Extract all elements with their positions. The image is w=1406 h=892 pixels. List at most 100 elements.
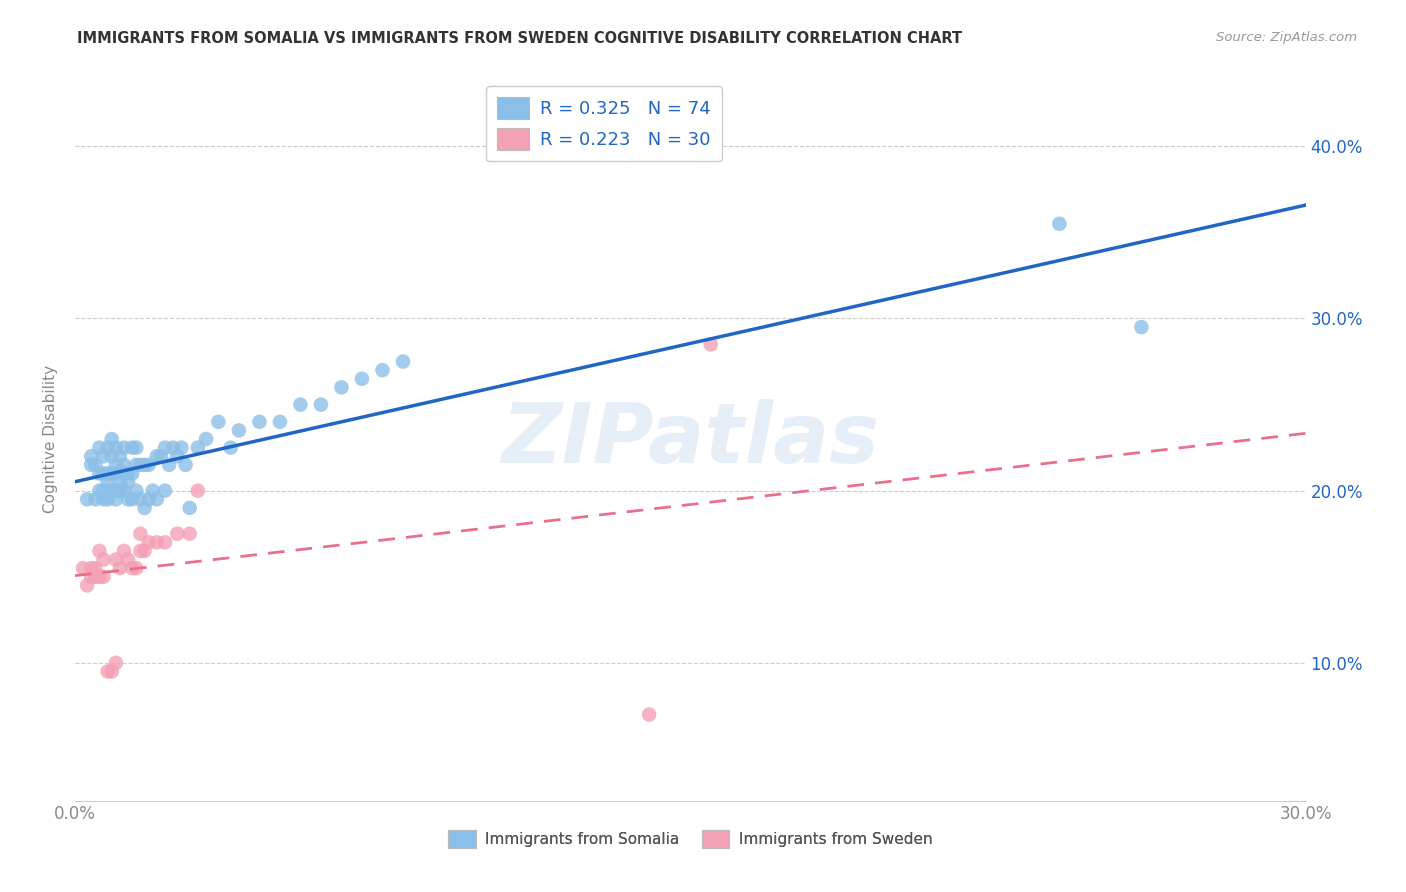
Point (117, 552, 139, 566)
Point (170, 441, 193, 455)
Point (125, 441, 148, 455)
Point (129, 526, 152, 541)
Point (112, 483, 135, 498)
Point (174, 458, 197, 472)
Point (125, 483, 148, 498)
Point (108, 449, 131, 463)
Point (112, 467, 135, 481)
Point (84, 561, 107, 575)
Point (153, 483, 176, 498)
Point (108, 483, 131, 498)
Point (112, 458, 135, 472)
Point (142, 483, 165, 498)
Point (104, 458, 127, 472)
Point (228, 424, 250, 438)
Point (80, 561, 103, 575)
Point (97, 475, 120, 489)
Point (80, 449, 103, 463)
Point (125, 561, 148, 575)
Point (392, 354, 415, 368)
Legend: Immigrants from Somalia, Immigrants from Sweden: Immigrants from Somalia, Immigrants from… (441, 823, 938, 855)
Point (80, 458, 103, 472)
Point (121, 467, 143, 481)
Point (121, 492, 143, 507)
Point (89, 483, 111, 498)
Point (97, 492, 120, 507)
Point (187, 483, 209, 498)
Point (89, 441, 111, 455)
Point (100, 665, 122, 679)
Point (97, 665, 120, 679)
Y-axis label: Cognitive Disability: Cognitive Disability (44, 365, 58, 513)
Point (179, 500, 201, 515)
Point (100, 432, 122, 446)
Point (93, 570, 115, 584)
Point (100, 449, 122, 463)
Point (84, 458, 107, 472)
Point (104, 656, 127, 670)
Point (269, 415, 291, 429)
Point (117, 467, 139, 481)
Point (117, 475, 139, 489)
Point (350, 372, 373, 386)
Point (146, 449, 169, 463)
Point (638, 707, 661, 722)
Point (179, 526, 201, 541)
Point (93, 449, 115, 463)
Point (112, 544, 135, 558)
Point (187, 441, 209, 455)
Point (157, 458, 180, 472)
Point (93, 552, 115, 566)
Point (166, 526, 188, 541)
Point (149, 449, 172, 463)
Point (330, 380, 353, 394)
Point (125, 458, 148, 472)
Point (290, 398, 312, 412)
Point (93, 492, 115, 507)
Point (134, 544, 156, 558)
Point (247, 415, 270, 429)
Point (104, 552, 127, 566)
Point (112, 441, 135, 455)
Point (371, 363, 394, 377)
Point (138, 458, 160, 472)
Point (93, 467, 115, 481)
Point (1047, 217, 1070, 231)
Point (89, 570, 111, 584)
Point (699, 337, 721, 351)
Point (100, 467, 122, 481)
Point (121, 561, 143, 575)
Point (121, 441, 143, 455)
Point (146, 535, 169, 549)
Point (97, 441, 120, 455)
Point (72, 561, 94, 575)
Point (219, 441, 242, 455)
Point (104, 483, 127, 498)
Point (117, 492, 139, 507)
Point (108, 561, 131, 575)
Point (162, 441, 184, 455)
Point (108, 475, 131, 489)
Point (138, 492, 160, 507)
Text: IMMIGRANTS FROM SOMALIA VS IMMIGRANTS FROM SWEDEN COGNITIVE DISABILITY CORRELATI: IMMIGRANTS FROM SOMALIA VS IMMIGRANTS FR… (77, 31, 963, 46)
Point (166, 449, 188, 463)
Point (104, 492, 127, 507)
Point (104, 467, 127, 481)
Point (153, 441, 176, 455)
Point (76, 492, 98, 507)
Point (207, 415, 229, 429)
Point (153, 535, 176, 549)
Point (89, 544, 111, 558)
Point (129, 492, 152, 507)
Point (146, 492, 169, 507)
Point (89, 467, 111, 481)
Point (80, 570, 103, 584)
Point (84, 492, 107, 507)
Point (309, 398, 332, 412)
Text: Source: ZipAtlas.com: Source: ZipAtlas.com (1216, 31, 1357, 45)
Point (97, 467, 120, 481)
Text: ZIPatlas: ZIPatlas (501, 399, 879, 480)
Point (134, 500, 156, 515)
Point (84, 570, 107, 584)
Point (195, 432, 218, 446)
